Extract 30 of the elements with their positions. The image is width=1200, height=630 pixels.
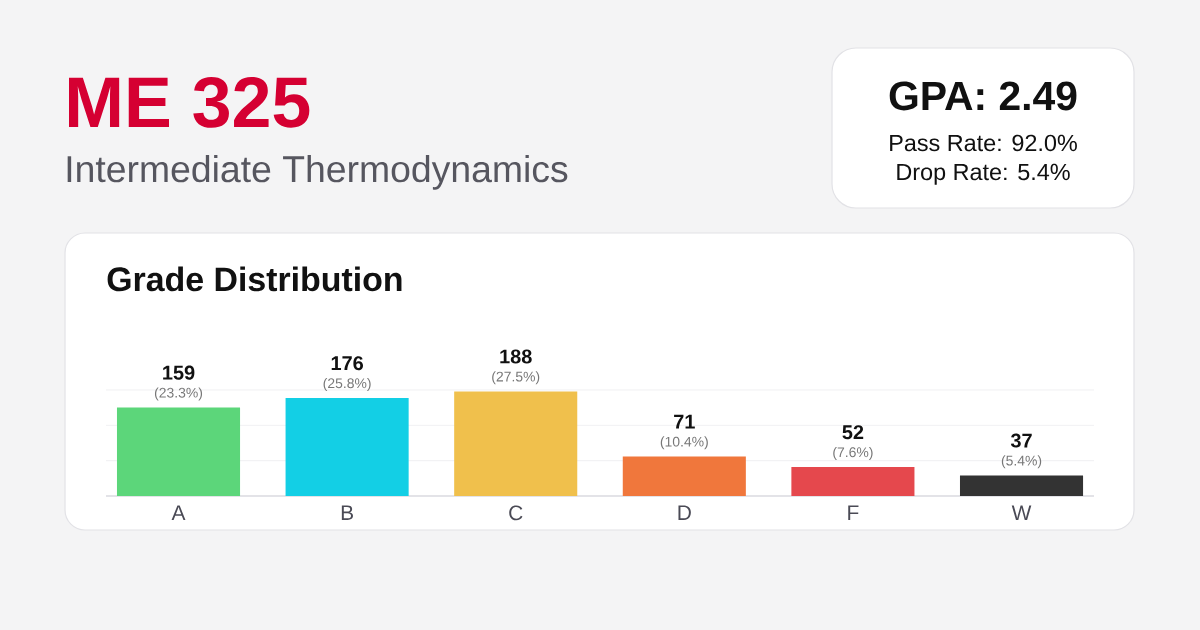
bar [791,467,915,496]
data-label: 52 [842,425,864,440]
bar [622,456,746,496]
chart-title: ME 325 [69,76,310,128]
bar [116,407,241,496]
x-tick-label: D [678,505,691,520]
annotation: (25.8%) [323,377,371,391]
data-label: 71 [674,414,695,429]
text: Pass Rate: 92.0% [890,134,1077,152]
x-tick-label: F [848,505,859,520]
bar [959,475,1084,496]
annotation: (23.3%) [154,387,203,401]
bar [454,391,578,496]
text: Drop Rate: 5.4% [897,163,1070,185]
x-tick-label: B [341,505,353,520]
text: Grade Distribution [107,266,402,292]
x-tick-label: A [171,505,186,520]
data-label: 159 [163,365,195,380]
annotation: (5.4%) [1001,455,1042,469]
x-tick-label: C [509,505,523,521]
data-label: 176 [331,356,364,371]
bar [285,398,409,496]
annotation: (27.5%) [492,371,540,385]
text: GPA: 2.49 [889,81,1077,111]
annotation: (10.4%) [660,436,708,450]
annotation: (7.6%) [833,446,873,460]
data-label: 188 [500,349,532,364]
data-label: 37 [1010,433,1032,448]
chart-subtitle: Intermediate Thermodynamics [67,154,568,190]
x-tick-label: W [1011,505,1032,520]
